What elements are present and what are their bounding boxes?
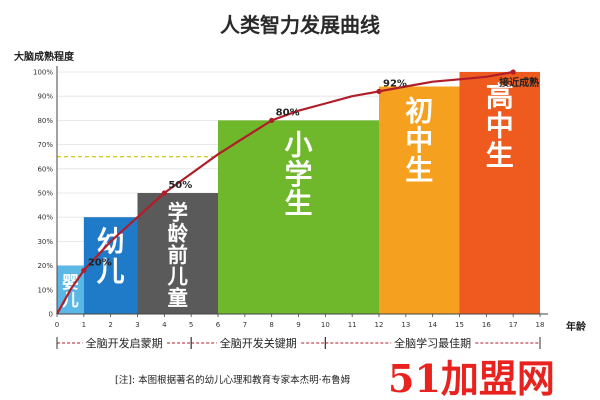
axes: 010%20%30%40%50%60%70%80%90%100%0 1 2 3 4 5 6 7… [33,66,548,329]
point-label: 20% [88,257,112,268]
bar-label: 初中生 [405,95,433,187]
curve-point [510,69,516,75]
bar [218,120,379,315]
bar-label: 学龄前儿童 [167,200,189,309]
bar [459,72,540,314]
point-label: 80% [276,107,300,118]
watermark: 51加盟网 [388,356,555,400]
x-tick-label: 18 [536,321,545,329]
y-tick-label: 30% [37,238,53,246]
bar-label: 婴儿 [61,273,79,309]
point-label: 50% [168,180,192,191]
x-tick-label: 14 [428,321,437,329]
x-tick-label: 8 [269,321,273,329]
y-axis-label: 大脑成熟程度 [14,50,75,63]
chart-title: 人类智力发展曲线 [220,13,380,37]
y-tick-label: 10% [37,286,53,294]
phase-label: 全脑开发启蒙期 [86,336,163,350]
x-tick-label: 10 [321,321,330,329]
bar-label: 小学生 [284,128,312,220]
y-tick-label: 80% [37,117,53,125]
x-tick-label: 12 [375,321,384,329]
phase-label-bg [216,335,300,351]
x-axis-label: 年龄 [566,320,587,333]
chart-note: [注]: 本图根据著名的幼儿心理和教育专家本杰明·布鲁姆 [115,374,351,386]
x-tick-label: 17 [509,321,518,329]
point-label: 92% [383,78,407,89]
curve [56,69,516,315]
bar [83,217,138,314]
phases: 全脑开发启蒙期 全脑开发关键期 全脑学习最佳期 [56,335,541,351]
y-tick-label: 50% [37,190,53,198]
phase-label: 全脑开发关键期 [220,336,297,350]
x-tick-label: 15 [455,321,464,329]
x-tick-label: 4 [162,321,167,329]
y-tick-label: 90% [37,93,53,101]
bar-label: 高中生 [486,80,514,172]
phase-label: 全脑学习最佳期 [394,336,471,350]
curve-point [81,267,87,274]
y-tick-label: 100% [33,69,53,77]
phase-label-bg [391,335,475,351]
x-tick-label: 11 [348,321,357,329]
x-tick-label: 16 [482,321,491,329]
point-label: 接近成熟 [499,76,539,89]
y-tick-label: 60% [37,165,53,173]
x-tick-label: 5 [189,321,193,329]
bar-label: 幼儿 [97,225,125,287]
phase-label-bg [82,335,166,351]
curve-point [161,190,167,196]
x-tick-label: 1 [82,321,86,329]
x-tick-label: 9 [296,321,300,329]
x-tick-label: 6 [216,321,221,329]
x-tick-label: 2 [108,321,112,329]
y-tick-label: 0 [49,311,53,319]
y-tick-label: 70% [37,141,53,149]
y-tick-label: 20% [37,262,53,270]
curve-point [376,88,382,94]
x-tick-label: 3 [135,321,139,329]
x-tick-label: 0 [55,321,59,329]
bar [137,193,218,314]
bar [379,86,460,315]
point-labels: 20% 50% 80% 92% 接近成熟 [88,76,539,268]
y-tick-label: 40% [37,214,53,222]
x-tick-label: 7 [243,321,247,329]
x-tick-label: 13 [401,321,410,329]
curve-point [269,117,275,123]
